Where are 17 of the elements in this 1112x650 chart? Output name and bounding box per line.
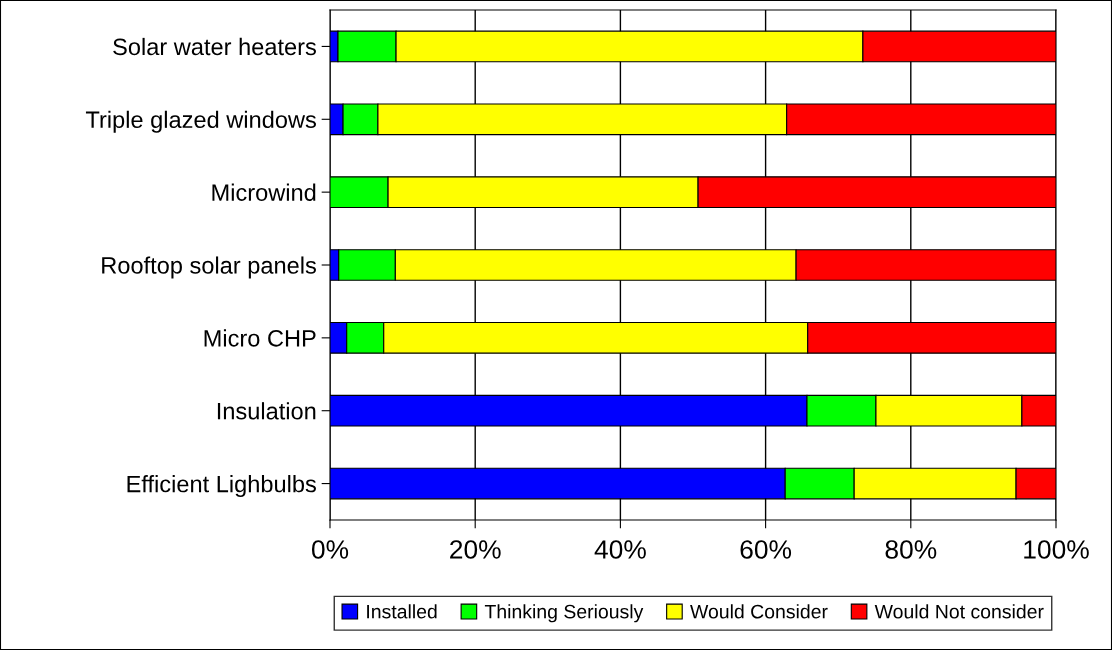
legend-label: Would Not consider: [874, 604, 1044, 619]
x-tick-label: 60%: [740, 540, 792, 559]
y-tick-label: Efficient Lighbulbs: [127, 475, 316, 498]
y-tick-label: Solar water heaters: [113, 37, 316, 56]
x-tick-label: 0%: [311, 540, 349, 559]
legend-label: Would Consider: [690, 604, 828, 619]
x-tick-label: 40%: [594, 540, 646, 559]
y-tick-label: Micro CHP: [204, 329, 316, 347]
x-tick-label: 100%: [1024, 540, 1089, 559]
y-tick-label: Triple glazed windows: [85, 110, 316, 133]
legend-label: Installed: [367, 604, 437, 619]
x-tick-label: 80%: [885, 540, 937, 559]
y-tick-label: Insulation: [217, 402, 316, 420]
y-tick-label: Microwind: [212, 183, 316, 201]
legend-label: Thinking Seriously: [484, 604, 644, 623]
x-tick-label: 20%: [450, 540, 501, 559]
y-tick-label: Rooftop solar panels: [102, 256, 316, 279]
